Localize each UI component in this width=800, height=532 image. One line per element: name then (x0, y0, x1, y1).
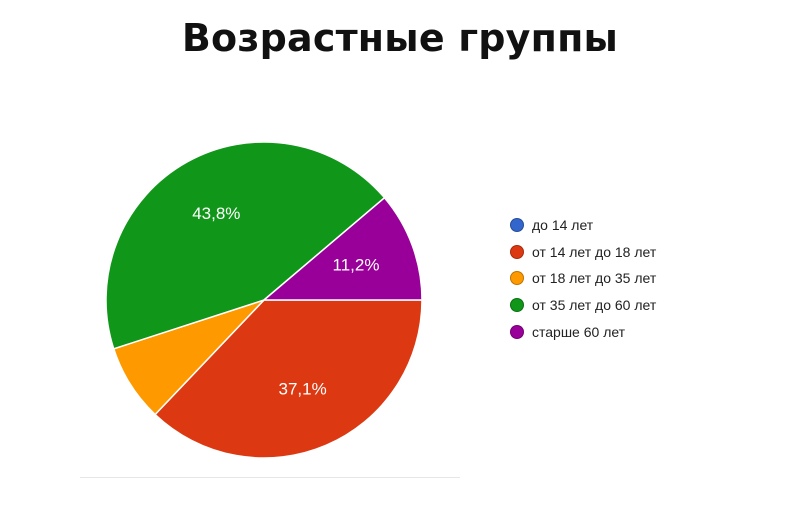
chart-title: Возрастные группы (181, 16, 619, 60)
legend-label: от 35 лет до 60 лет (532, 297, 657, 314)
pie-data-label-2: 37,1% (278, 379, 326, 398)
legend-item: старше 60 лет (510, 318, 656, 345)
legend-label: от 14 лет до 18 лет (532, 243, 657, 260)
pie-slice-5 (261, 196, 423, 301)
legend-item: от 18 лет до 35 лет (510, 265, 656, 292)
legend-label: старше 60 лет (532, 323, 626, 340)
legend-item: до 14 лет (510, 212, 656, 239)
chart-baseline (80, 477, 460, 478)
pie-slice-2 (154, 299, 423, 459)
pie-slice-4 (105, 141, 386, 350)
legend-item: от 35 лет до 60 лет (510, 292, 656, 319)
legend-swatch-icon (510, 271, 524, 286)
legend-label: до 14 лет (532, 217, 594, 234)
pie-data-label-4: 43,8% (192, 204, 240, 223)
legend-label: от 18 лет до 35 лет (532, 270, 657, 287)
legend-swatch-icon (510, 324, 524, 339)
chart-legend: до 14 лет от 14 лет до 18 лет от 18 лет до… (510, 212, 656, 345)
legend-swatch-icon (510, 298, 524, 313)
legend-swatch-icon (510, 218, 524, 233)
pie-data-label-5: 11,2% (333, 256, 380, 275)
legend-swatch-icon (510, 244, 524, 259)
legend-item: от 14 лет до 18 лет (510, 239, 656, 266)
